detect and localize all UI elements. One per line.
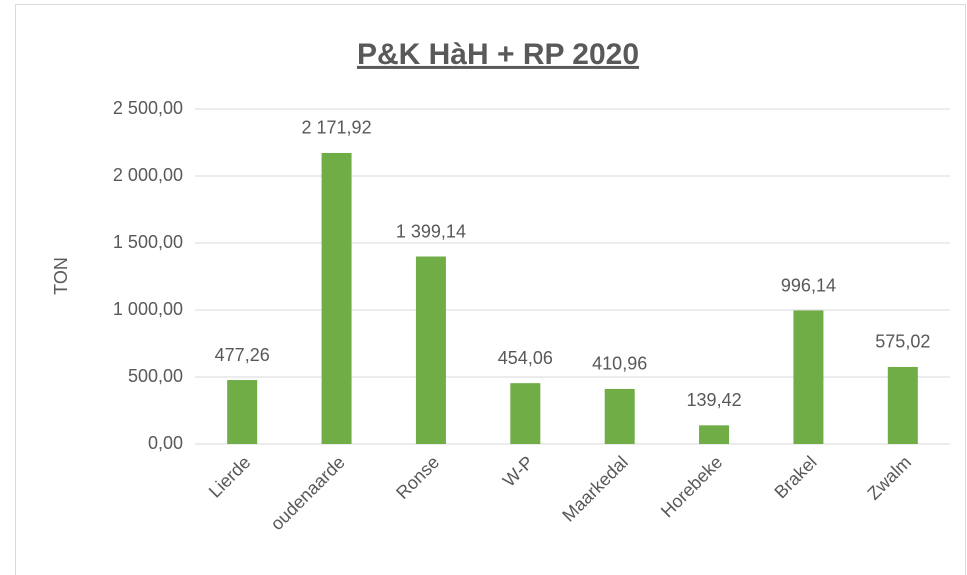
bar (510, 383, 541, 444)
y-axis-label: TON (51, 257, 71, 295)
chart-frame (15, 4, 966, 575)
data-label: 996,14 (781, 275, 836, 295)
chart-title: P&K HàH + RP 2020 (357, 38, 639, 71)
bar (699, 425, 730, 444)
y-tick-label: 1 500,00 (113, 232, 183, 252)
y-tick-label: 2 500,00 (113, 98, 183, 118)
data-label: 410,96 (592, 354, 647, 374)
y-tick-label: 1 000,00 (113, 299, 183, 319)
bar (415, 256, 446, 444)
y-tick-label: 500,00 (128, 366, 183, 386)
data-label: 477,26 (215, 345, 270, 365)
bar (227, 380, 258, 444)
y-tick-label: 2 000,00 (113, 165, 183, 185)
bar (321, 152, 352, 445)
data-label: 1 399,14 (396, 221, 466, 241)
bar (793, 310, 824, 444)
data-label: 2 171,92 (302, 118, 372, 138)
data-label: 139,42 (687, 390, 742, 410)
bar (604, 388, 635, 444)
bar (887, 366, 918, 444)
data-label: 575,02 (875, 332, 930, 352)
data-label: 454,06 (498, 348, 553, 368)
y-tick-label: 0,00 (148, 433, 183, 453)
